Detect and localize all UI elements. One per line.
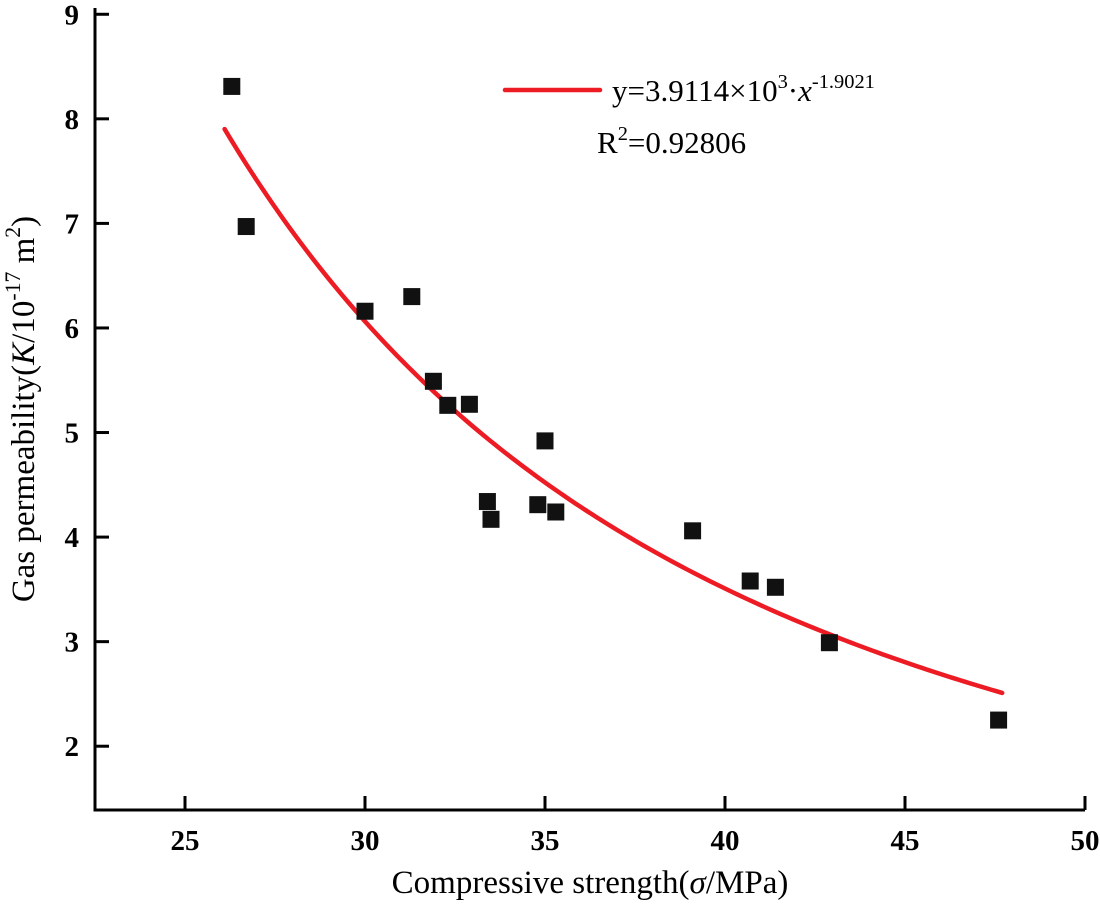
data-point (990, 711, 1008, 729)
fit-curve (222, 126, 1005, 696)
data-point (482, 510, 500, 528)
data-point (356, 302, 374, 320)
y-tick-label: 2 (65, 731, 80, 763)
data-point (547, 503, 565, 521)
x-axis-title: Compressive strength(σ/MPa) (392, 865, 789, 901)
data-point (237, 218, 255, 236)
x-tick-label: 30 (351, 825, 380, 857)
data-point (223, 77, 241, 95)
legend-equation: y=3.9114×103·x-1.9021 (612, 71, 875, 108)
y-tick-label: 5 (65, 418, 80, 450)
data-point (439, 396, 457, 414)
data-point (536, 432, 554, 450)
y-axis-title: Gas permeability(K/10-17 m2) (1, 216, 42, 602)
y-tick-label: 9 (65, 0, 80, 31)
x-tick-label: 50 (1071, 825, 1100, 857)
data-point (766, 578, 784, 596)
y-tick-label: 7 (65, 208, 80, 240)
x-tick-label: 25 (171, 825, 200, 857)
y-tick-label: 4 (65, 522, 80, 554)
legend-r-squared: R2=0.92806 (597, 123, 746, 160)
data-point (529, 496, 547, 514)
x-tick-label: 35 (531, 825, 560, 857)
data-point (478, 493, 496, 511)
y-tick-label: 6 (65, 313, 80, 345)
x-tick-label: 45 (891, 825, 920, 857)
data-point (741, 572, 759, 590)
data-point (820, 634, 838, 652)
data-point (684, 522, 702, 540)
data-point (403, 288, 421, 306)
y-tick-label: 8 (65, 104, 80, 136)
data-point (460, 395, 478, 413)
data-point (424, 372, 442, 390)
x-tick-label: 40 (711, 825, 740, 857)
y-tick-label: 3 (65, 627, 80, 659)
